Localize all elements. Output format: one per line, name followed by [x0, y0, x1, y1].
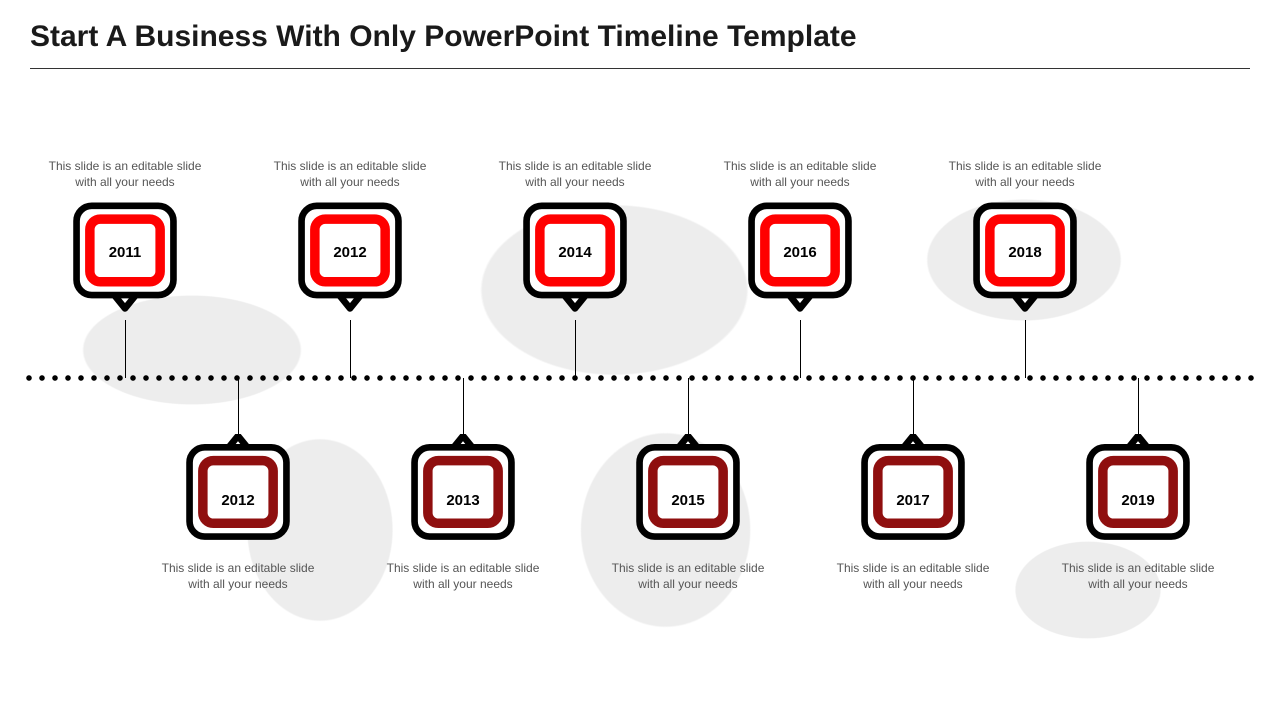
- year-label: 2012: [293, 244, 407, 261]
- timeline-container: 2011 This slide is an editable slide with…: [0, 0, 1280, 720]
- timeline-axis: [20, 374, 1260, 382]
- timeline-connector: [463, 378, 464, 436]
- milestone-caption: This slide is an editable slide with all…: [828, 560, 998, 592]
- year-marker: 2012: [181, 434, 295, 548]
- year-label: 2016: [743, 244, 857, 261]
- timeline-connector: [575, 320, 576, 378]
- year-label: 2012: [181, 492, 295, 509]
- year-label: 2014: [518, 244, 632, 261]
- year-label: 2011: [68, 244, 182, 261]
- year-label: 2019: [1081, 492, 1195, 509]
- timeline-connector: [125, 320, 126, 378]
- milestone-caption: This slide is an editable slide with all…: [378, 560, 548, 592]
- year-marker: 2013: [406, 434, 520, 548]
- milestone-caption: This slide is an editable slide with all…: [153, 560, 323, 592]
- milestone-caption: This slide is an editable slide with all…: [265, 158, 435, 190]
- timeline-connector: [800, 320, 801, 378]
- year-marker: 2019: [1081, 434, 1195, 548]
- timeline-connector: [913, 378, 914, 436]
- timeline-connector: [1025, 320, 1026, 378]
- milestone-caption: This slide is an editable slide with all…: [603, 560, 773, 592]
- year-marker: 2014: [518, 202, 632, 316]
- timeline-connector: [1138, 378, 1139, 436]
- year-label: 2018: [968, 244, 1082, 261]
- milestone-caption: This slide is an editable slide with all…: [715, 158, 885, 190]
- year-label: 2013: [406, 492, 520, 509]
- milestone-caption: This slide is an editable slide with all…: [1053, 560, 1223, 592]
- milestone-caption: This slide is an editable slide with all…: [40, 158, 210, 190]
- year-marker: 2012: [293, 202, 407, 316]
- year-marker: 2018: [968, 202, 1082, 316]
- year-label: 2017: [856, 492, 970, 509]
- year-marker: 2011: [68, 202, 182, 316]
- milestone-caption: This slide is an editable slide with all…: [490, 158, 660, 190]
- timeline-connector: [238, 378, 239, 436]
- timeline-connector: [350, 320, 351, 378]
- year-marker: 2016: [743, 202, 857, 316]
- year-label: 2015: [631, 492, 745, 509]
- year-marker: 2015: [631, 434, 745, 548]
- milestone-caption: This slide is an editable slide with all…: [940, 158, 1110, 190]
- year-marker: 2017: [856, 434, 970, 548]
- timeline-connector: [688, 378, 689, 436]
